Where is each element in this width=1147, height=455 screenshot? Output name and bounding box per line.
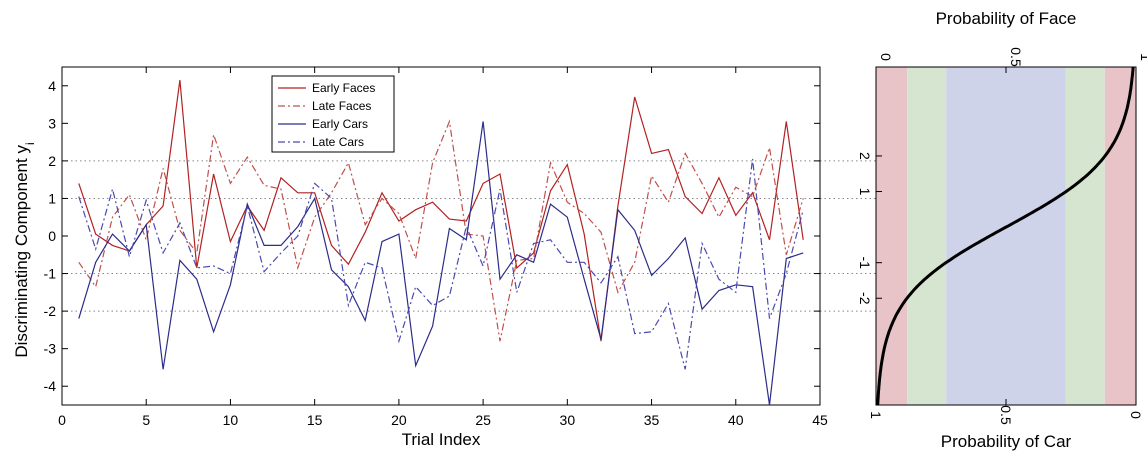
bottom-tick-label: 0.5: [998, 405, 1014, 425]
legend-box: [271, 75, 395, 153]
top-tick-label: 0: [878, 53, 894, 61]
series-line: [78, 158, 804, 370]
x-tick-label: 40: [728, 412, 744, 428]
side-y-tick-label: -2: [857, 292, 873, 305]
probability-bands: [876, 67, 1136, 405]
probability-band: [946, 67, 1066, 405]
bottom-tick-label: 0: [1128, 411, 1144, 419]
legend-label: Late Faces: [312, 99, 371, 113]
probability-band: [876, 67, 908, 405]
y-axis-label: Discriminating Component yi: [12, 142, 37, 357]
bottom-tick-label: 1: [868, 411, 884, 419]
x-tick-label: 5: [142, 412, 150, 428]
y-tick-label: -1: [44, 266, 57, 282]
y-axis-label-main: Discriminating Component y: [12, 145, 31, 358]
side-y-tick-label: -1: [857, 256, 873, 269]
x-axis-label: Trial Index: [402, 430, 481, 449]
legend: Early Faces Late Faces Early Cars Late Cars: [271, 75, 395, 153]
y-tick-label: 2: [48, 153, 56, 169]
x-tick-label: 30: [560, 412, 576, 428]
legend-label: Early Cars: [312, 117, 368, 131]
y-tick-label: 3: [48, 115, 56, 131]
probability-of-face-label: Probability of Face: [936, 9, 1077, 28]
probability-band: [1065, 67, 1105, 405]
series-line: [78, 121, 804, 406]
side-y-tick-label: 1: [857, 188, 873, 196]
y-tick-label: 0: [48, 228, 56, 244]
y-tick-label: 1: [48, 190, 56, 206]
main-plot: 0 5 10 15 20 25 30 35 40 45 -4 -3 -2 -1 0 1 2 3 4 Trial In…: [12, 66, 828, 449]
legend-label: Early Faces: [312, 81, 375, 95]
legend-label: Late Cars: [312, 135, 364, 149]
y-tick-label: -3: [44, 341, 57, 357]
x-tick-label: 15: [307, 412, 323, 428]
probability-plot: 0 0.5 1 1 0.5 0 2 1 -1 -2 Probability of Face Pro…: [857, 9, 1147, 451]
y-tick-label: 4: [48, 78, 56, 94]
series-lines: [78, 80, 804, 406]
series-line: [78, 119, 804, 342]
reference-lines: [62, 160, 876, 312]
top-tick-label: 1: [1138, 53, 1147, 61]
x-tick-label: 20: [391, 412, 407, 428]
probability-band: [907, 67, 947, 405]
y-tick-label: -4: [44, 378, 57, 394]
probability-axis-ticks: 0 0.5 1 1 0.5 0 2 1 -1 -2: [857, 47, 1147, 425]
x-tick-label: 45: [812, 412, 828, 428]
main-plot-frame: [61, 66, 821, 406]
side-y-tick-label: 2: [857, 152, 873, 160]
logistic-curve: [876, 66, 1135, 406]
x-tick-label: 35: [644, 412, 660, 428]
main-axis-ticks: 0 5 10 15 20 25 30 35 40 45 -4 -3 -2 -1 0 1 2 3 4: [44, 67, 828, 428]
x-tick-label: 25: [475, 412, 491, 428]
probability-band: [1104, 67, 1136, 405]
y-axis-label-subscript: i: [23, 142, 37, 145]
series-line: [78, 80, 804, 342]
y-tick-label: -2: [44, 303, 57, 319]
x-tick-label: 10: [223, 412, 239, 428]
probability-of-car-label: Probability of Car: [941, 432, 1072, 451]
top-tick-label: 0.5: [1008, 47, 1024, 67]
x-tick-label: 0: [58, 412, 66, 428]
